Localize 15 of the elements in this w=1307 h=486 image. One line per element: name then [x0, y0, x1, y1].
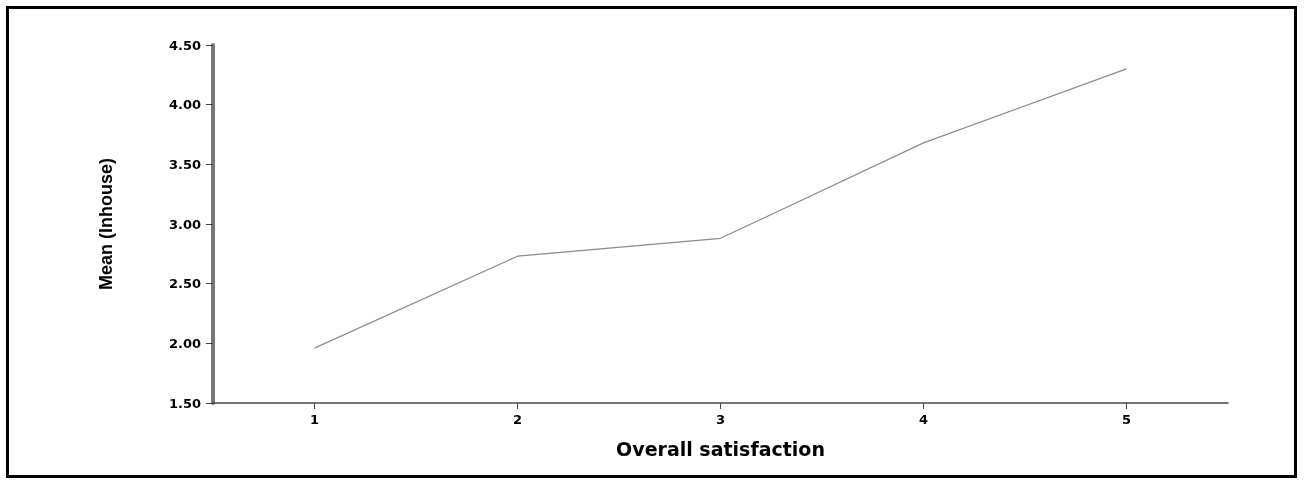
line-series [313, 68, 1128, 349]
y-tick-label: 1.50 [168, 395, 201, 411]
y-tick-label: 3.00 [168, 216, 201, 232]
x-tick-label: 2 [512, 412, 523, 427]
y-tick-label: 2.50 [168, 276, 201, 292]
x-axis-title: Overall satisfaction [616, 437, 825, 460]
y-axis-title: Mean (Inhouse) [96, 157, 116, 291]
y-tick-label: 4.50 [168, 37, 201, 53]
y-tick-label: 3.50 [168, 156, 201, 172]
x-tick-label: 4 [918, 412, 929, 427]
y-tick-label: 4.00 [168, 97, 201, 113]
x-tick-label: 5 [1121, 412, 1132, 427]
x-tick-label: 3 [715, 412, 726, 427]
y-tick-label: 2.00 [168, 335, 201, 351]
x-tick-label: 1 [309, 412, 320, 427]
